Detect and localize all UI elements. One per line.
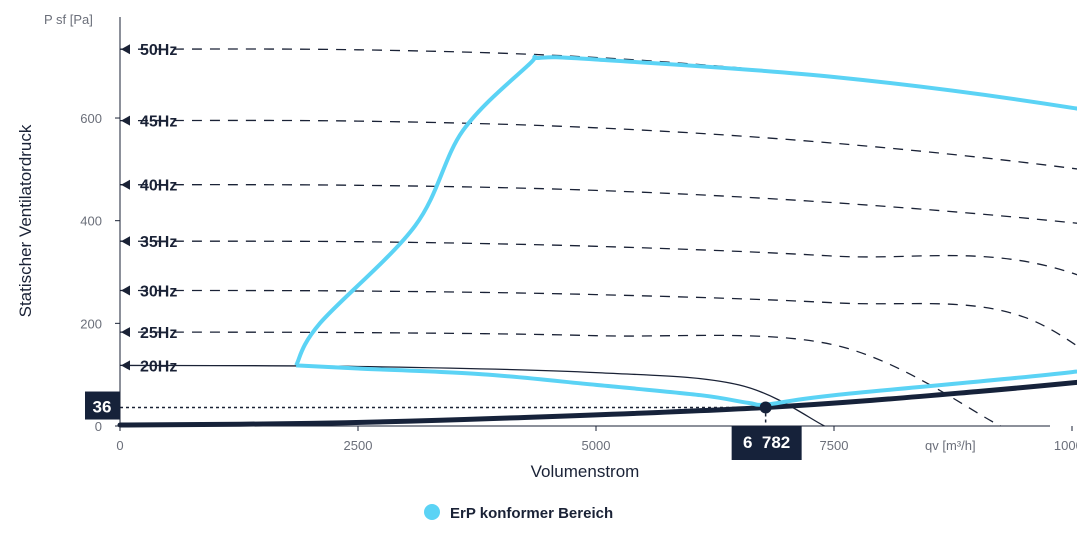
frequency-label-50hz: 50Hz (140, 42, 177, 59)
x-tick-label: 10000 (1054, 438, 1077, 453)
frequency-curve-45hz (119, 119, 1077, 170)
x-tick-label: 5000 (582, 438, 611, 453)
frequency-label-20hz: 20Hz (140, 358, 177, 375)
x-tick-label: 0 (116, 438, 123, 453)
y-tick-label: 600 (80, 111, 102, 126)
op-y-value-label: 36 (93, 398, 112, 417)
arrow-left-icon (121, 179, 130, 190)
op-x-value-box (731, 426, 802, 460)
frequency-curve-20hz (119, 364, 825, 427)
legend: ErP konformer Bereich (424, 504, 613, 522)
system-curve (117, 379, 1077, 428)
frequency-curve-25hz (119, 331, 1001, 427)
frequency-label-45hz: 45Hz (140, 114, 177, 131)
x-tick-label: 7500 (820, 438, 849, 453)
arrow-left-icon (121, 44, 130, 55)
x-tick-label: 2500 (344, 438, 373, 453)
legend-label: ErP konformer Bereich (450, 505, 613, 522)
arrow-left-icon (121, 115, 130, 126)
op-y-value-box (85, 391, 120, 420)
arrow-left-icon (121, 236, 130, 247)
frequency-label-40hz: 40Hz (140, 178, 177, 195)
op-x-value-label: 6 782 (743, 433, 790, 452)
operating-point (759, 401, 772, 414)
y-tick-label: 200 (80, 316, 102, 331)
x-unit-label: qv [m³/h] (925, 438, 976, 453)
x-axis-title: Volumenstrom (531, 462, 640, 481)
frequency-label-35hz: 35Hz (140, 234, 177, 251)
frequency-curve-30hz (119, 289, 1077, 347)
frequency-label-30hz: 30Hz (140, 283, 177, 300)
frequency-curve-40hz (119, 184, 1077, 224)
y-tick-label: 400 (80, 214, 102, 229)
y-unit-label: P sf [Pa] (44, 12, 93, 27)
legend-swatch (424, 504, 440, 520)
frequency-label-25hz: 25Hz (140, 325, 177, 342)
y-axis-title: Statischer Ventilatordruck (16, 124, 35, 317)
erp-region-outline (294, 54, 1077, 407)
y-tick-label: 0 (95, 419, 102, 434)
frequency-curve-50hz (119, 48, 1077, 110)
frequency-curve-35hz (119, 240, 1077, 276)
arrow-left-icon (121, 360, 130, 371)
arrow-left-icon (121, 285, 130, 296)
arrow-left-icon (121, 327, 130, 338)
